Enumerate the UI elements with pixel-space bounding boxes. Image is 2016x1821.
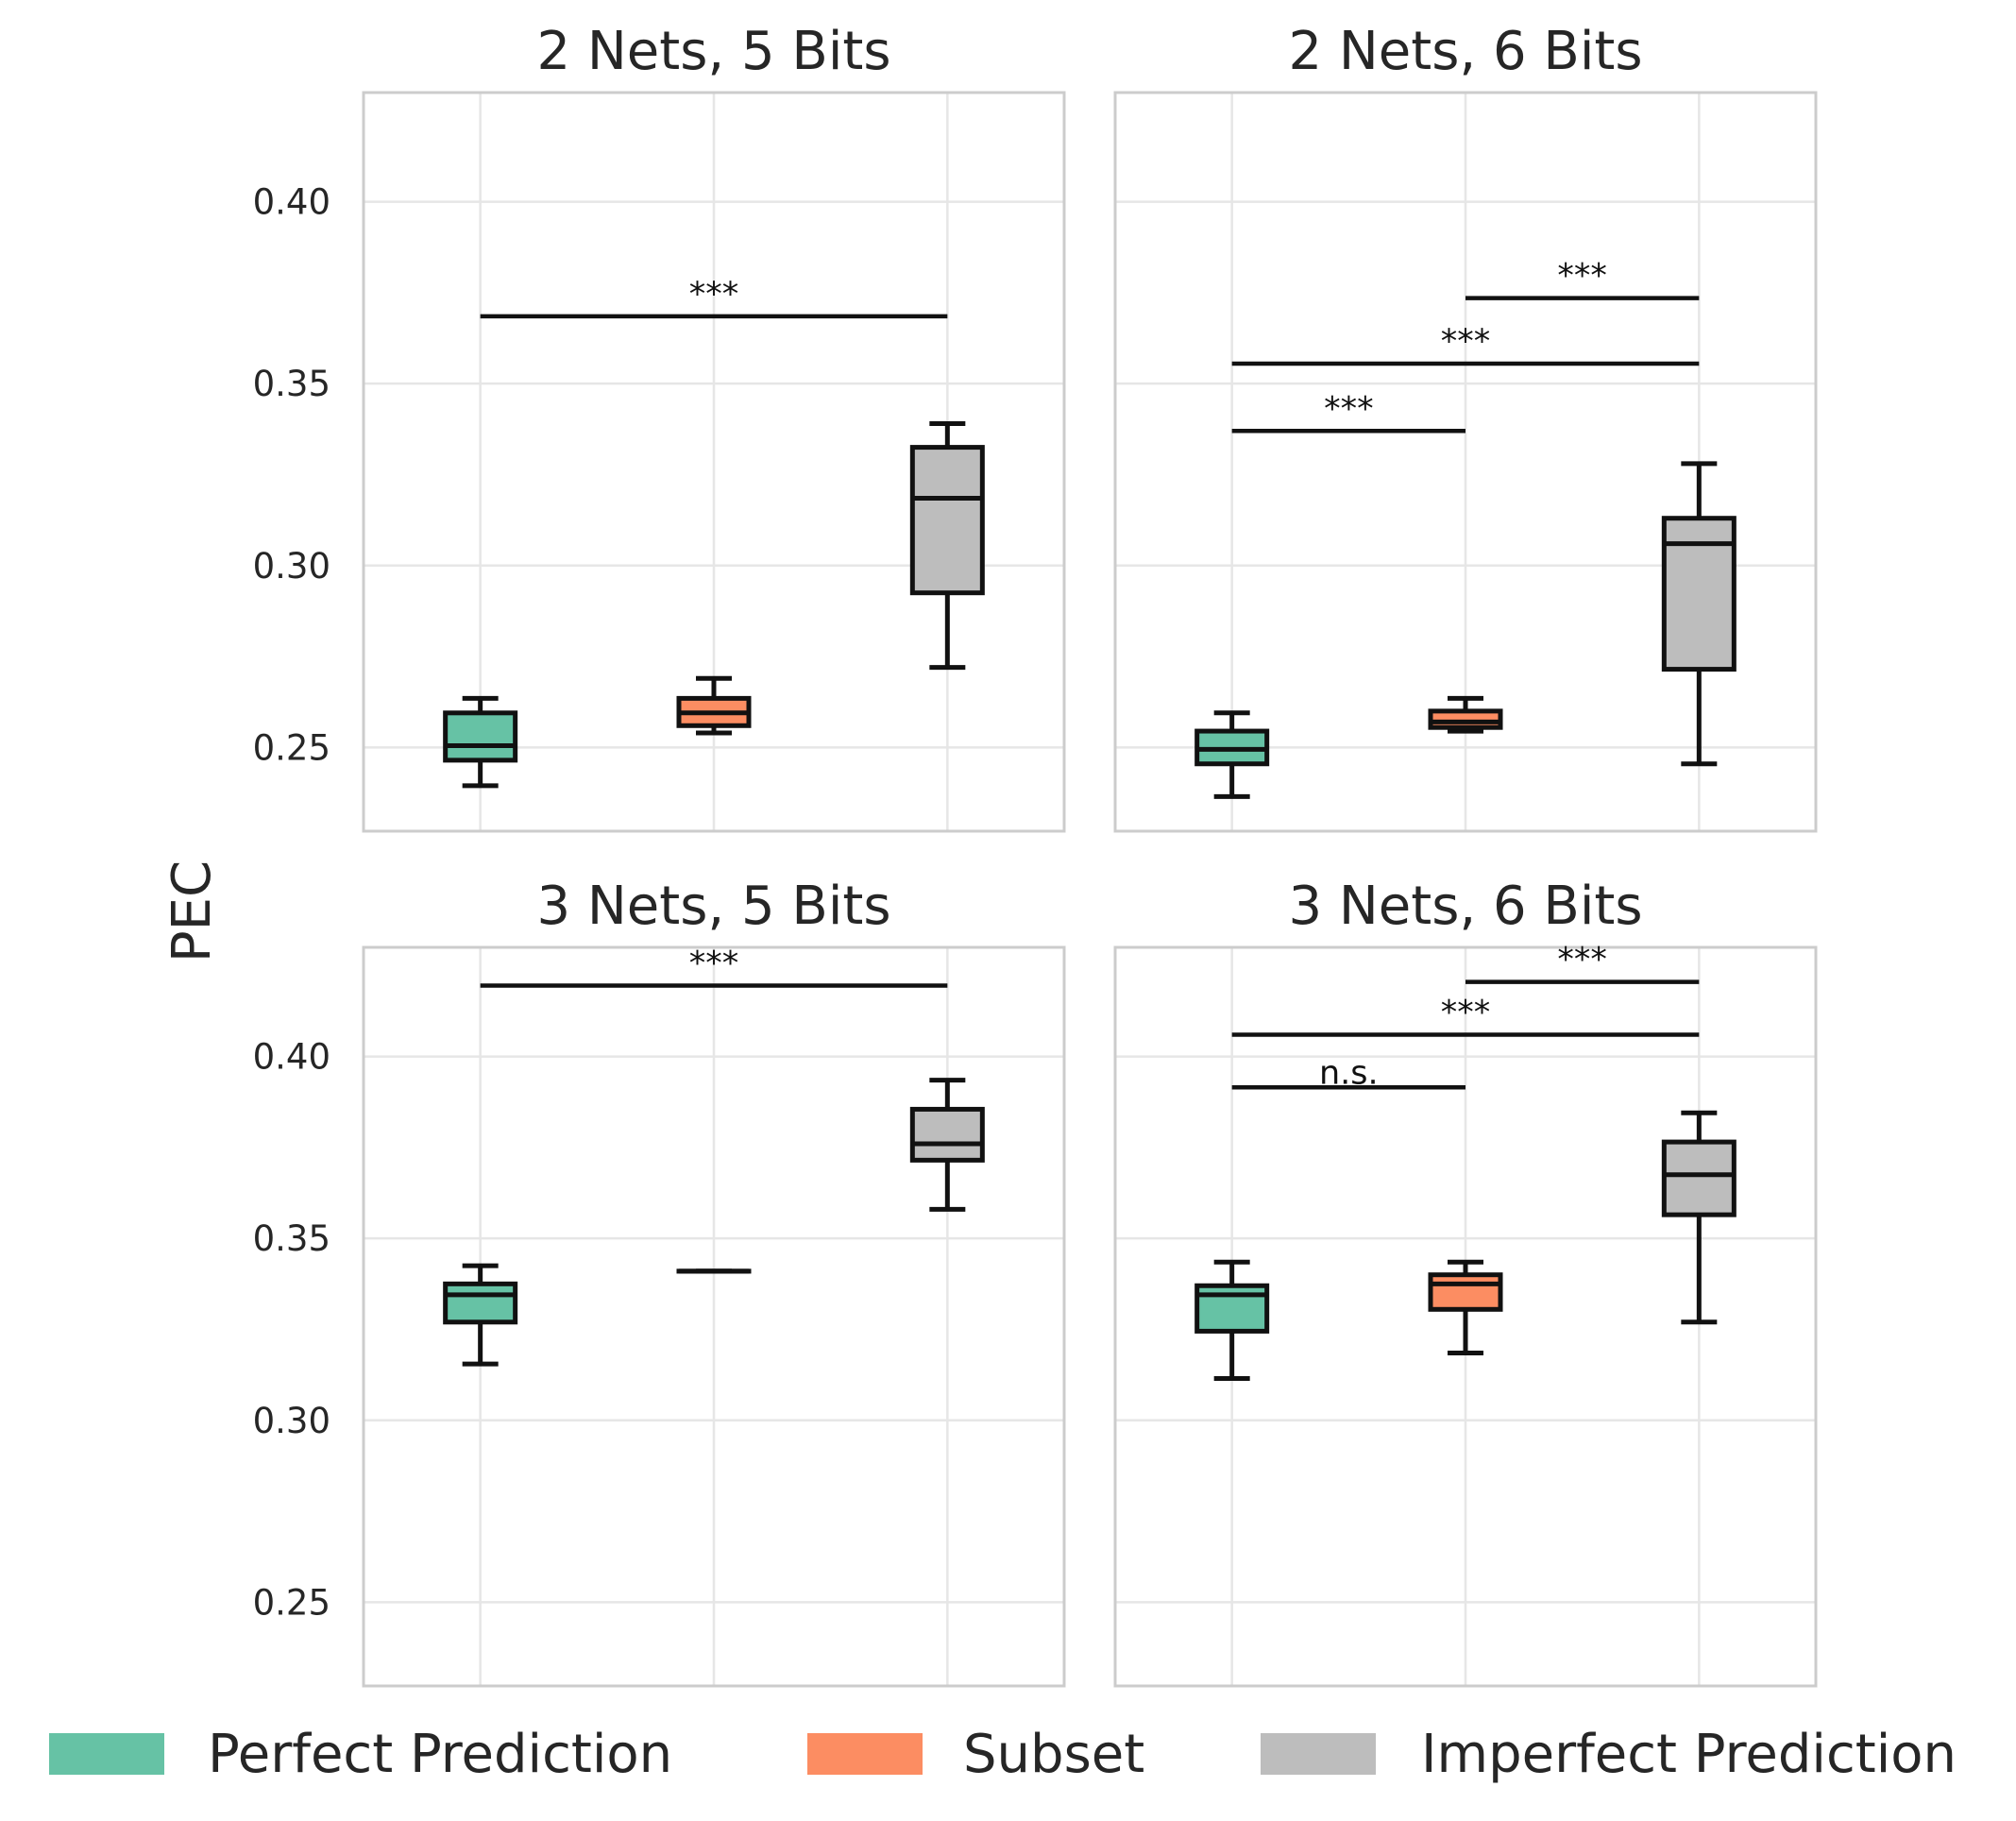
panel-frame (1113, 91, 1818, 833)
significance-bracket: *** (1231, 323, 1700, 366)
legend-swatch (49, 1733, 164, 1775)
panel: 2 Nets, 6 Bits *** *** *** (1113, 21, 1818, 833)
significance-bracket: n.s. (1231, 1054, 1465, 1092)
y-axis-label: PEC (161, 860, 223, 962)
panel-title: 2 Nets, 5 Bits (536, 21, 890, 82)
legend-label: Perfect Prediction (208, 1724, 672, 1785)
box-body (443, 710, 518, 763)
significance-label: *** (1557, 942, 1607, 979)
panel-frame (1113, 945, 1818, 1688)
box-body (909, 1106, 985, 1163)
significance-bracket: *** (1231, 390, 1465, 434)
panel-frame (362, 91, 1066, 833)
significance-label: *** (689, 945, 739, 982)
significance-label: n.s. (1319, 1054, 1379, 1092)
significance-label: *** (689, 276, 739, 314)
legend: Perfect Prediction Subset Imperfect Predic… (49, 1724, 1957, 1785)
box-body (909, 445, 985, 596)
y-tick-label: 0.35 (253, 364, 330, 404)
y-tick-label: 0.30 (253, 1401, 330, 1441)
y-tick-label: 0.25 (253, 727, 330, 768)
legend-swatch (807, 1733, 923, 1775)
y-tick-label: 0.40 (253, 1037, 330, 1078)
box-body (1661, 1139, 1736, 1217)
legend-label: Imperfect Prediction (1421, 1724, 1957, 1785)
panel: 3 Nets, 5 Bits 0.25 0.30 0.35 0.40 *** (253, 876, 1066, 1688)
significance-bracket: *** (480, 945, 948, 988)
panel-frame (362, 945, 1066, 1688)
legend-item: Perfect Prediction (49, 1724, 672, 1785)
box-subset (1428, 1259, 1503, 1356)
significance-bracket: *** (1465, 258, 1700, 300)
significance-bracket: *** (480, 276, 948, 319)
box-subset (676, 675, 752, 736)
legend-label: Subset (963, 1724, 1144, 1785)
legend-item: Subset (807, 1724, 1144, 1785)
box-body (443, 1281, 518, 1325)
y-tick-label: 0.35 (253, 1218, 330, 1259)
box-perfect-prediction (1194, 710, 1270, 799)
box-perfect-prediction (443, 1263, 518, 1367)
panel: 3 Nets, 6 Bits n.s. *** *** (1113, 876, 1818, 1688)
significance-label: *** (1441, 994, 1491, 1031)
y-tick-label: 0.25 (253, 1582, 330, 1623)
y-tick-label: 0.40 (253, 182, 330, 223)
box-perfect-prediction (443, 695, 518, 789)
significance-bracket: *** (1465, 942, 1700, 984)
box-imperfect-prediction (1661, 1110, 1736, 1325)
box-imperfect-prediction (1661, 461, 1736, 767)
box-body (1661, 516, 1736, 672)
box-imperfect-prediction (909, 421, 985, 671)
box-imperfect-prediction (909, 1078, 985, 1212)
box-subset (1428, 695, 1503, 734)
box-perfect-prediction (1194, 1259, 1270, 1381)
significance-label: *** (1324, 390, 1374, 428)
significance-bracket: *** (1231, 994, 1700, 1037)
legend-item: Imperfect Prediction (1261, 1724, 1957, 1785)
significance-label: *** (1441, 323, 1491, 361)
panel-title: 2 Nets, 6 Bits (1288, 21, 1642, 82)
legend-swatch (1261, 1733, 1376, 1775)
box-body (1428, 708, 1503, 730)
significance-label: *** (1557, 258, 1607, 296)
panel-title: 3 Nets, 6 Bits (1288, 876, 1642, 937)
panel: 2 Nets, 5 Bits 0.25 0.30 0.35 0.40 *** (253, 21, 1066, 833)
panel-title: 3 Nets, 5 Bits (536, 876, 890, 937)
y-tick-label: 0.30 (253, 546, 330, 587)
box-body (1428, 1272, 1503, 1312)
